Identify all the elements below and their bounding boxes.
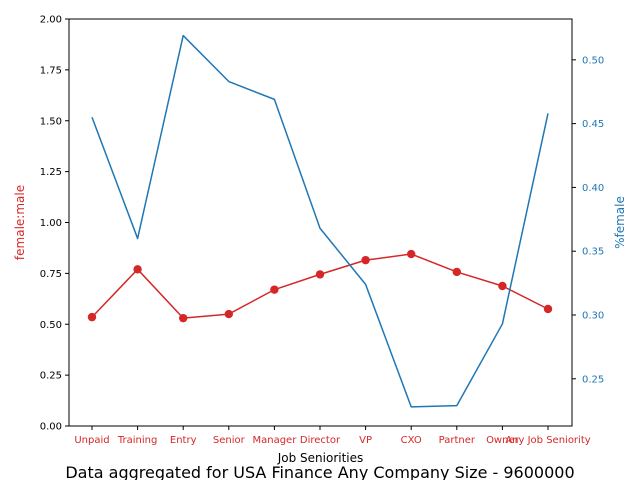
x-tick-label: Any Job Seniority (505, 435, 590, 446)
left-tick-label: 1.25 (40, 167, 62, 178)
left-axis-label: female:male (13, 185, 27, 260)
series-group (87, 34, 553, 408)
left-axis-ticks: 0.00 0.25 0.50 0.75 1.00 1.25 1.50 1.75 2.00 (40, 15, 69, 433)
left-tick-label: 1.75 (40, 65, 62, 76)
left-tick-label: 0.50 (40, 320, 62, 331)
x-tick-label: Partner (439, 435, 476, 446)
x-tick-label: Unpaid (74, 435, 109, 446)
x-tick-label: CXO (401, 435, 422, 446)
data-point-female-male (498, 281, 507, 291)
right-tick-label: 0.50 (582, 55, 604, 66)
left-tick-label: 0.75 (40, 269, 62, 280)
x-tick-label: Training (117, 435, 157, 446)
data-point-female-male (361, 255, 370, 265)
left-tick-label: 0.25 (40, 371, 62, 382)
data-point-female-male (87, 312, 97, 322)
left-tick-label: 2.00 (40, 15, 62, 26)
left-tick-label: 1.50 (40, 116, 62, 127)
x-tick-label: Entry (170, 435, 197, 446)
x-tick-label: Owner (486, 435, 520, 446)
left-tick-label: 0.00 (40, 422, 62, 433)
x-tick-label: Manager (252, 435, 297, 446)
x-tick-label: VP (359, 435, 372, 446)
data-point-female-male (407, 249, 416, 259)
data-point-female-male (270, 285, 279, 294)
data-point-female-male (179, 313, 188, 323)
right-tick-label: 0.45 (582, 119, 604, 130)
right-axis-ticks: 0.25 0.30 0.35 0.40 0.45 0.50 (572, 55, 604, 385)
series-line-percent-female (91, 34, 549, 408)
right-tick-label: 0.40 (582, 183, 604, 194)
x-tick-label: Senior (213, 435, 246, 446)
data-point-female-male (543, 304, 553, 314)
right-tick-label: 0.35 (582, 247, 604, 258)
series-line-female-male (91, 253, 549, 319)
data-point-female-male (452, 267, 461, 277)
plot-frame (68, 18, 573, 427)
data-point-female-male (224, 309, 233, 319)
left-tick-label: 1.00 (40, 218, 62, 229)
x-axis-ticks: Unpaid Training Entry Senior Manager Director… (74, 426, 591, 446)
right-tick-label: 0.30 (582, 311, 604, 322)
right-axis-label: %female (613, 196, 627, 249)
x-axis-label: Job Seniorities (277, 451, 364, 465)
chart-caption: Data aggregated for USA Finance Any Comp… (65, 463, 574, 480)
x-tick-label: Director (300, 435, 341, 446)
data-point-female-male (133, 265, 142, 274)
right-tick-label: 0.25 (582, 374, 604, 385)
data-point-female-male (315, 270, 325, 279)
